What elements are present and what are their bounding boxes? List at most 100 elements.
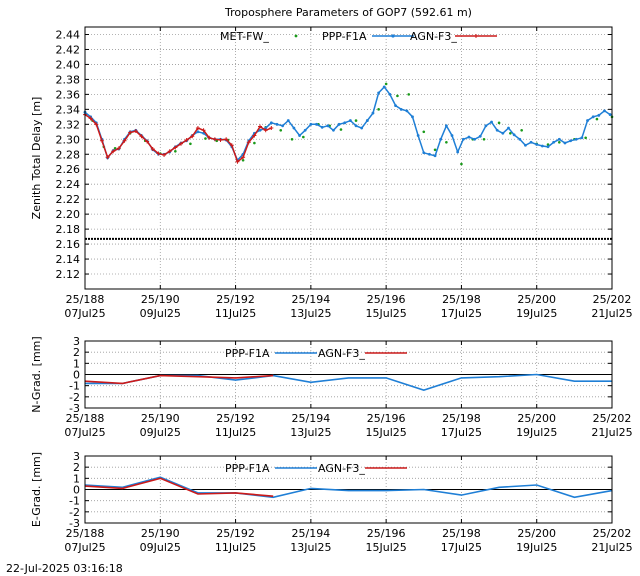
- y-axis-label: E-Grad. [mm]: [30, 452, 43, 527]
- series-agn-f3: [84, 477, 274, 497]
- data-point: [416, 134, 420, 137]
- data-point: [520, 129, 523, 132]
- y-tick-label: 2.14: [56, 253, 81, 266]
- data-point: [99, 138, 104, 143]
- data-point: [422, 151, 426, 155]
- data-point: [302, 135, 305, 139]
- y-tick-label: -2: [69, 391, 80, 404]
- data-point: [569, 139, 572, 143]
- y-tick-label: 2.30: [56, 133, 81, 146]
- data-point: [467, 135, 471, 139]
- x-tick-label-bottom: 07Jul25: [64, 307, 105, 320]
- chart-title: Troposphere Parameters of GOP7 (592.61 m…: [224, 6, 472, 19]
- data-point: [360, 126, 364, 130]
- data-point: [524, 143, 527, 147]
- x-tick-label-top: 25/198: [442, 412, 481, 425]
- y-tick-label: 2.34: [56, 103, 81, 116]
- data-point: [450, 134, 454, 137]
- series-agn-f3: [83, 112, 274, 164]
- data-point: [269, 121, 273, 125]
- data-point: [377, 108, 380, 111]
- x-tick-label-top: 25/194: [292, 293, 331, 306]
- data-point: [173, 145, 178, 150]
- data-point: [212, 137, 217, 142]
- data-point: [407, 93, 411, 96]
- data-point: [433, 148, 437, 152]
- x-tick-label-bottom: 11Jul25: [215, 307, 256, 320]
- data-point: [184, 138, 189, 143]
- data-point: [580, 136, 584, 140]
- x-tick-label-top: 25/188: [66, 527, 105, 540]
- data-point: [461, 137, 465, 141]
- legend-label: PPP-F1A: [322, 30, 367, 43]
- data-point: [167, 149, 172, 154]
- data-point: [201, 128, 206, 133]
- y-tick-label: 2.20: [56, 208, 81, 221]
- data-point: [371, 111, 375, 115]
- data-point: [377, 91, 381, 95]
- y-tick-label: 0: [73, 369, 80, 382]
- data-point: [509, 131, 512, 135]
- y-tick-label: 2.12: [56, 268, 81, 281]
- y-tick-label: 2: [73, 461, 80, 474]
- y-tick-label: 3: [73, 450, 80, 463]
- data-point: [546, 143, 550, 146]
- y-tick-label: 2: [73, 346, 80, 359]
- data-point: [190, 134, 195, 139]
- series-line: [84, 476, 613, 499]
- data-point: [258, 124, 263, 129]
- x-tick-label-top: 25/202: [593, 293, 632, 306]
- data-point: [518, 137, 522, 141]
- y-tick-label: -3: [69, 402, 80, 415]
- data-point: [595, 117, 599, 121]
- data-point: [202, 131, 205, 135]
- series-ppp-f1a: [84, 476, 613, 499]
- x-tick-label-bottom: 11Jul25: [215, 426, 256, 439]
- data-point: [456, 150, 460, 154]
- data-point: [326, 124, 330, 128]
- data-point: [405, 109, 409, 113]
- x-tick-label-bottom: 15Jul25: [366, 307, 407, 320]
- data-point: [174, 149, 177, 153]
- x-tick-label-top: 25/192: [216, 293, 255, 306]
- y-tick-label: 2.26: [56, 163, 81, 176]
- data-point: [439, 137, 443, 141]
- x-tick-label-bottom: 15Jul25: [366, 541, 407, 554]
- data-point: [433, 154, 437, 158]
- y-tick-label: -3: [69, 517, 80, 530]
- y-tick-label: -1: [69, 380, 80, 393]
- data-point: [241, 155, 246, 160]
- data-point: [178, 141, 183, 146]
- data-point: [473, 137, 477, 141]
- x-tick-label-top: 25/194: [292, 412, 331, 425]
- data-point: [444, 124, 448, 128]
- legend-label: PPP-F1A: [225, 347, 270, 360]
- data-point: [388, 92, 392, 96]
- x-tick-label-top: 25/194: [292, 527, 331, 540]
- data-point: [591, 115, 595, 119]
- data-point: [484, 124, 488, 128]
- plot-frame: [84, 26, 613, 290]
- data-point: [603, 109, 606, 113]
- x-tick-label-bottom: 17Jul25: [441, 307, 482, 320]
- data-point: [558, 140, 561, 144]
- x-tick-label-bottom: 19Jul25: [516, 541, 557, 554]
- data-point: [139, 134, 144, 139]
- data-point: [150, 147, 155, 152]
- x-tick-label-top: 25/190: [141, 293, 180, 306]
- data-point: [204, 137, 207, 140]
- y-tick-label: 2.36: [56, 88, 81, 101]
- data-point: [422, 130, 426, 134]
- x-tick-label-top: 25/202: [593, 527, 632, 540]
- x-tick-label-bottom: 07Jul25: [64, 541, 105, 554]
- y-tick-label: 1: [73, 472, 80, 485]
- y-tick-label: 0: [73, 484, 80, 497]
- x-tick-label-top: 25/200: [517, 293, 556, 306]
- x-tick-label-bottom: 21Jul25: [591, 307, 632, 320]
- footer-timestamp: 22-Jul-2025 03:16:18: [6, 562, 123, 575]
- data-point: [128, 130, 133, 135]
- data-point: [252, 133, 257, 138]
- data-point: [529, 140, 533, 144]
